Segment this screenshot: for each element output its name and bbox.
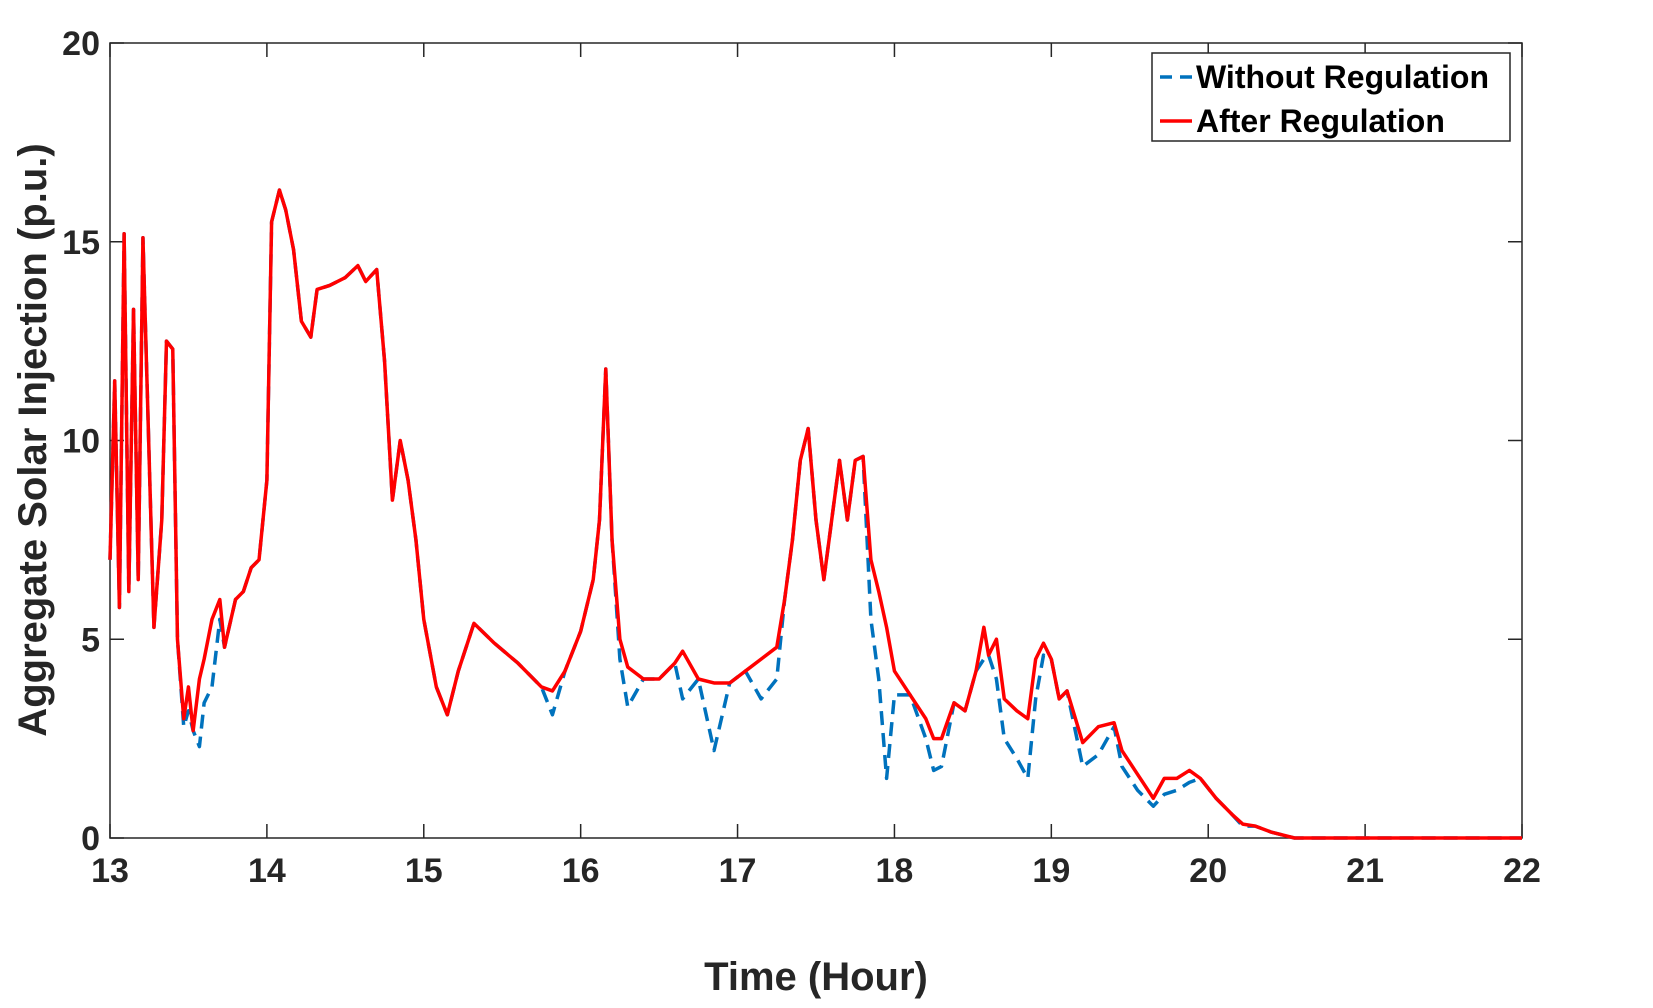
x-axis-title: Time (Hour) <box>704 955 928 999</box>
x-tick-label: 18 <box>876 852 914 890</box>
x-tick-label: 16 <box>562 852 600 890</box>
x-tick-label: 19 <box>1032 852 1070 890</box>
series-line <box>108 188 1522 840</box>
x-tick-label: 13 <box>91 852 129 890</box>
plot-area <box>109 42 1523 839</box>
x-tick-label: 22 <box>1503 852 1541 890</box>
y-tick-label: 0 <box>81 820 100 858</box>
x-tick-label: 17 <box>719 852 757 890</box>
x-tick-label: 14 <box>248 852 286 890</box>
legend-label: After Regulation <box>1196 103 1445 139</box>
x-tick-label: 20 <box>1189 852 1227 890</box>
x-tick-label: 15 <box>405 852 443 890</box>
x-tick-label: 21 <box>1346 852 1384 890</box>
y-tick-label: 15 <box>62 224 100 262</box>
y-axis-title: Aggregate Solar Injection (p.u.) <box>11 143 55 736</box>
y-tick-label: 5 <box>81 621 100 659</box>
legend-box <box>1151 52 1511 142</box>
legend-label: Without Regulation <box>1196 59 1489 95</box>
y-tick-label: 20 <box>62 25 100 63</box>
y-tick-label: 10 <box>62 423 100 461</box>
